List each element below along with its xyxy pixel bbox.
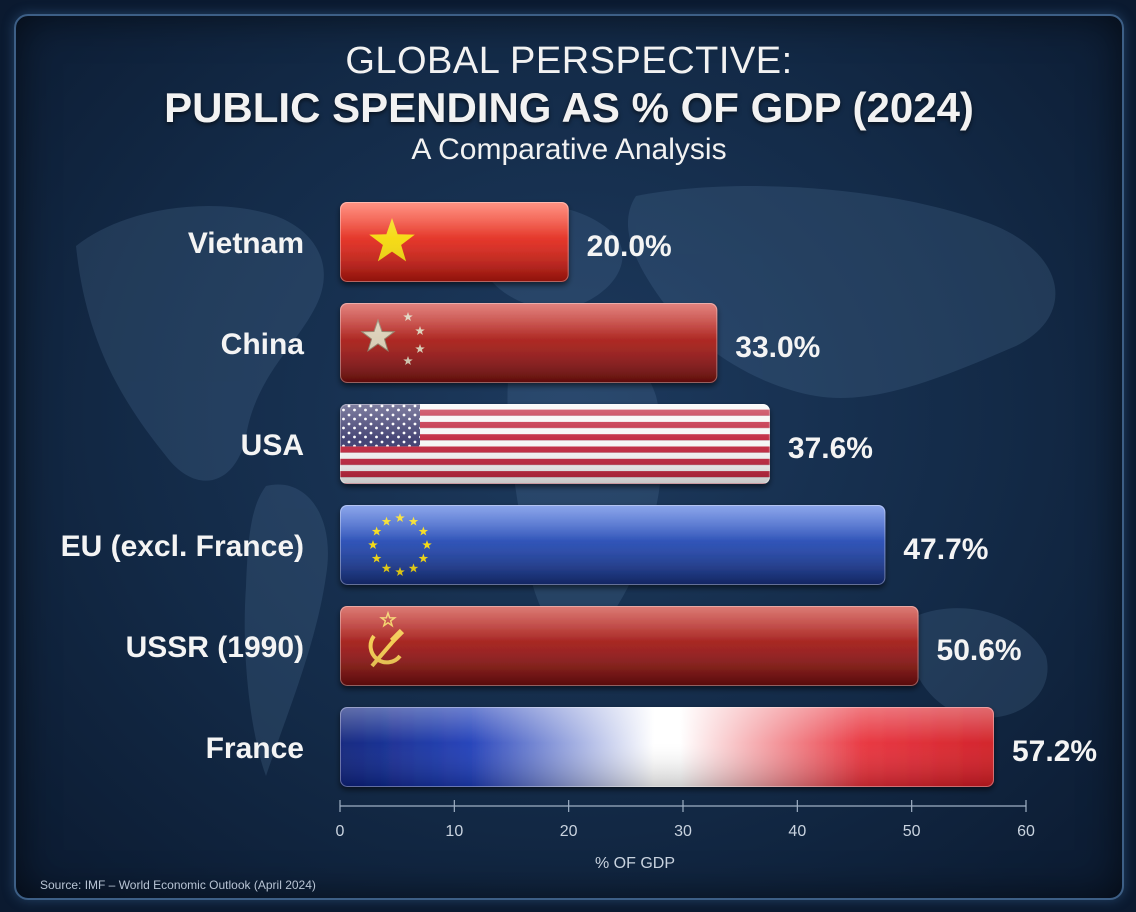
x-tick-label: 60 [1017, 823, 1035, 840]
bar-row-eu: EU (excl. France) 47.7% [61, 505, 988, 585]
bar-border [340, 505, 886, 585]
category-label: France [206, 732, 304, 765]
bar-border [340, 202, 569, 282]
category-label: Vietnam [188, 227, 304, 260]
x-axis-title: % OF GDP [595, 855, 675, 872]
x-tick-label: 50 [903, 823, 921, 840]
bar [340, 202, 569, 282]
bar-border [340, 606, 919, 686]
value-label: 37.6% [788, 432, 873, 465]
stars-canton [340, 404, 420, 447]
value-label: 50.6% [937, 634, 1022, 667]
category-label: USSR (1990) [126, 631, 304, 664]
bar-border [340, 303, 718, 383]
bar [340, 707, 994, 787]
x-tick-label: 20 [560, 823, 578, 840]
chart-subtitle: A Comparative Analysis [411, 133, 727, 166]
bar-border [340, 404, 770, 484]
bar-row-france: France 57.2% [206, 707, 1097, 787]
x-tick-label: 40 [788, 823, 806, 840]
value-label: 33.0% [735, 331, 820, 364]
value-label: 20.0% [587, 230, 672, 263]
bar-border [340, 707, 994, 787]
x-axis: 0 10 20 30 40 50 60 % OF GDP [336, 800, 1035, 872]
title-block: GLOBAL PERSPECTIVE: PUBLIC SPENDING AS %… [16, 38, 1122, 168]
category-label: China [221, 328, 305, 361]
bar [340, 505, 886, 585]
chart-title-line2: PUBLIC SPENDING AS % OF GDP (2024) [164, 84, 974, 131]
value-label: 47.7% [903, 533, 988, 566]
chart-frame: Vietnam 20.0% China 33.0% USA 37.6% EU (excl. … [14, 14, 1124, 900]
x-tick-label: 10 [445, 823, 463, 840]
category-label: EU (excl. France) [61, 530, 304, 563]
x-tick-label: 0 [336, 823, 345, 840]
source-note: Source: IMF – World Economic Outlook (Ap… [40, 878, 316, 892]
x-tick-label: 30 [674, 823, 692, 840]
value-label: 57.2% [1012, 735, 1097, 768]
category-label: USA [241, 429, 304, 462]
chart-title-line1: GLOBAL PERSPECTIVE: [345, 40, 793, 82]
bar [340, 606, 919, 686]
bar-row-usa: USA 37.6% [241, 404, 873, 484]
bar [340, 303, 718, 383]
bar-flag-decoration [340, 404, 420, 447]
